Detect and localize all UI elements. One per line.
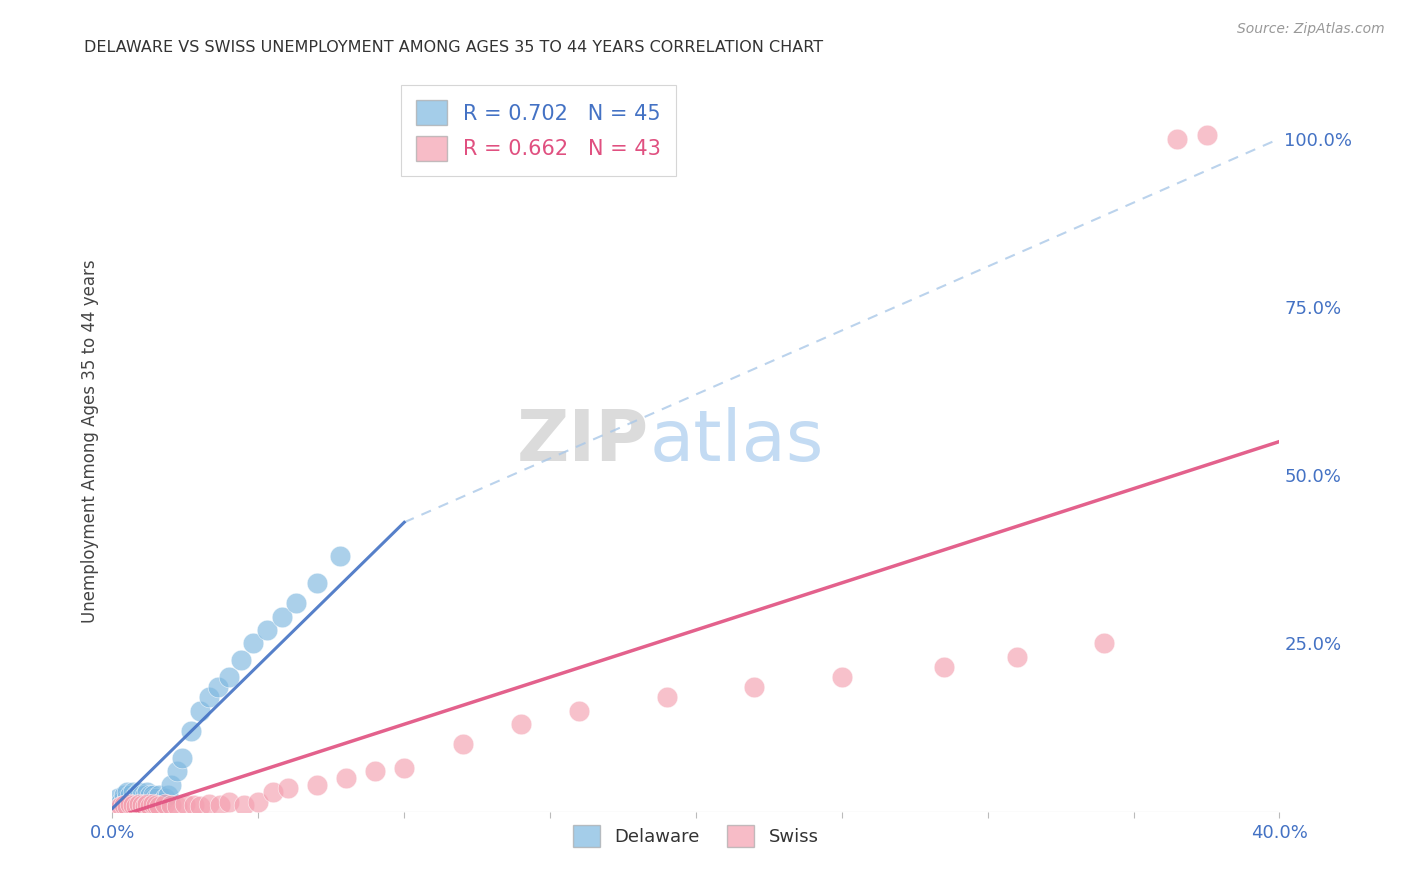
Point [122, 784, 145, 798]
Point [166, 764, 188, 779]
Point [118, 788, 141, 802]
Point [207, 680, 229, 694]
Point [150, 795, 173, 809]
Text: DELAWARE VS SWISS UNEMPLOYMENT AMONG AGES 35 TO 44 YEARS CORRELATION CHART: DELAWARE VS SWISS UNEMPLOYMENT AMONG AGE… [84, 40, 824, 55]
Point [112, 788, 135, 802]
Point [122, 791, 145, 805]
Point [1005, 649, 1028, 664]
Point [180, 723, 202, 738]
Point [509, 717, 531, 731]
Point [148, 799, 170, 814]
Point [655, 690, 678, 705]
Point [153, 797, 176, 811]
Point [112, 797, 135, 812]
Point [209, 797, 232, 812]
Text: atlas: atlas [650, 407, 824, 476]
Point [156, 788, 179, 802]
Point [1195, 128, 1218, 143]
Point [118, 797, 141, 811]
Point [128, 784, 150, 798]
Point [932, 660, 955, 674]
Point [134, 795, 156, 809]
Point [166, 799, 188, 814]
Point [172, 751, 194, 765]
Text: Source: ZipAtlas.com: Source: ZipAtlas.com [1237, 22, 1385, 37]
Point [270, 609, 292, 624]
Point [451, 738, 474, 752]
Point [188, 799, 211, 814]
Point [107, 791, 129, 805]
Point [139, 795, 162, 809]
Point [139, 799, 162, 814]
Point [122, 797, 145, 812]
Point [128, 791, 150, 805]
Point [188, 704, 211, 718]
Point [134, 788, 156, 802]
Point [242, 636, 264, 650]
Point [276, 781, 298, 796]
Point [305, 778, 328, 792]
Point [145, 791, 167, 805]
Point [218, 795, 240, 809]
Point [364, 764, 387, 779]
Point [131, 797, 153, 812]
Point [139, 788, 162, 802]
Point [128, 797, 150, 811]
Point [183, 797, 205, 812]
Point [394, 761, 416, 775]
Point [285, 596, 308, 610]
Point [131, 788, 153, 802]
Text: ZIP: ZIP [517, 407, 650, 476]
Point [115, 799, 138, 814]
Point [110, 795, 132, 809]
Point [107, 801, 129, 815]
Point [110, 799, 132, 814]
Point [125, 799, 148, 814]
Point [197, 690, 219, 705]
Point [160, 797, 183, 812]
Point [305, 575, 328, 590]
Point [136, 791, 159, 805]
Point [125, 795, 148, 809]
Point [136, 784, 159, 798]
Point [174, 797, 197, 811]
Point [142, 797, 165, 811]
Legend: Delaware, Swiss: Delaware, Swiss [567, 818, 825, 855]
Point [831, 670, 853, 684]
Point [1094, 636, 1116, 650]
Point [568, 704, 591, 718]
Point [232, 797, 254, 812]
Y-axis label: Unemployment Among Ages 35 to 44 years: Unemployment Among Ages 35 to 44 years [80, 260, 98, 624]
Point [148, 788, 170, 802]
Point [160, 778, 183, 792]
Point [153, 791, 176, 805]
Point [136, 797, 159, 811]
Point [142, 791, 165, 805]
Point [134, 799, 156, 814]
Point [742, 680, 765, 694]
Point [218, 670, 240, 684]
Point [118, 795, 141, 809]
Point [1166, 131, 1188, 145]
Point [131, 791, 153, 805]
Point [125, 788, 148, 802]
Point [142, 788, 165, 802]
Point [112, 797, 135, 812]
Point [115, 784, 138, 798]
Point [131, 795, 153, 809]
Point [262, 784, 284, 798]
Point [247, 795, 270, 809]
Point [256, 623, 278, 637]
Point [145, 797, 167, 812]
Point [335, 771, 357, 785]
Point [115, 791, 138, 805]
Point [197, 797, 219, 811]
Point [229, 653, 252, 667]
Point [329, 549, 352, 563]
